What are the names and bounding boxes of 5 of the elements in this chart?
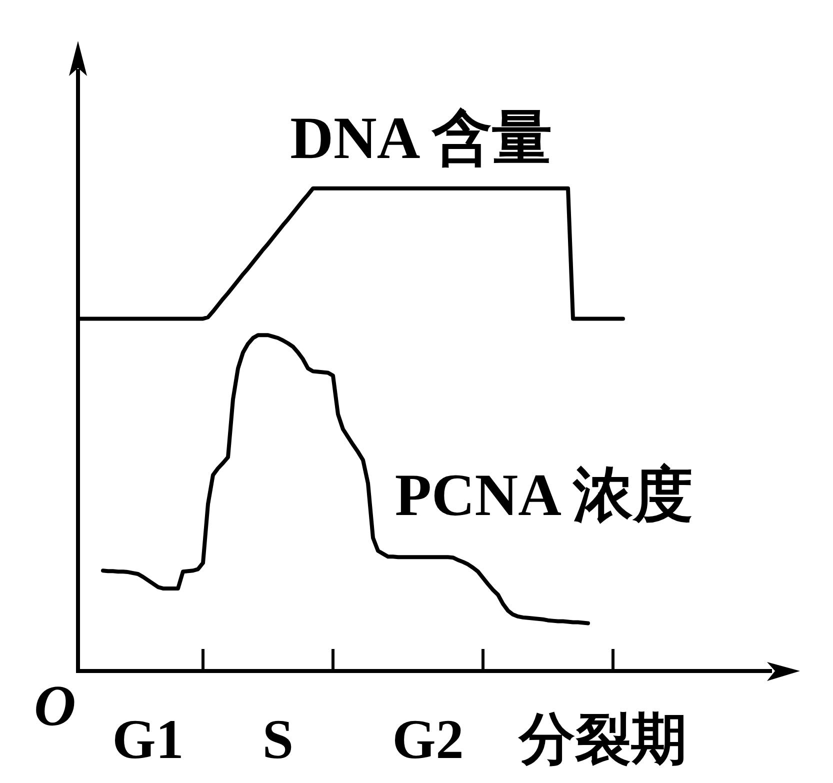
annotation: O xyxy=(34,673,76,738)
x-tick-label: 分裂期 xyxy=(519,709,687,771)
x-tick-label: G1 xyxy=(112,709,184,771)
x-tick-label: G2 xyxy=(392,709,464,771)
x-tick-label: S xyxy=(262,709,294,771)
